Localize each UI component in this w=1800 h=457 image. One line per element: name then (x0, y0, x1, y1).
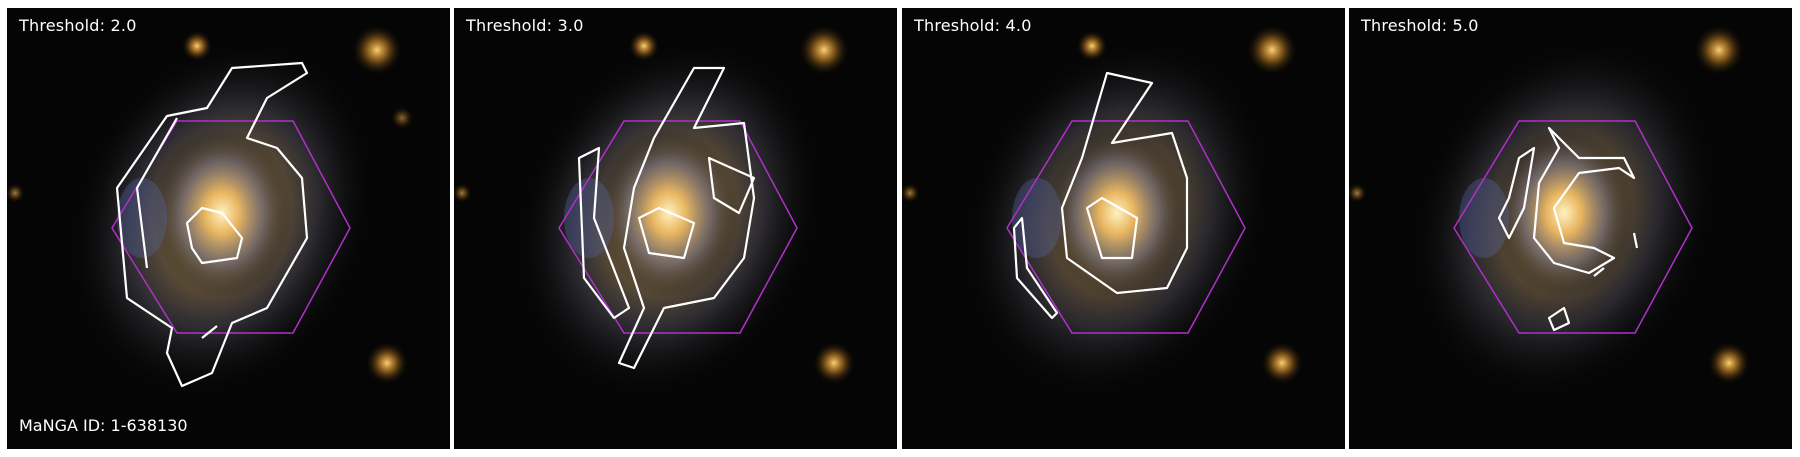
galaxy-panel-threshold-3: Threshold: 3.0 (454, 8, 897, 449)
contour-lines (115, 61, 309, 388)
galaxy-image (454, 8, 897, 449)
ifu-hexagon (558, 120, 798, 334)
contour-lines (1012, 71, 1189, 320)
ifu-hexagon (1006, 120, 1246, 334)
galaxy-image (7, 8, 450, 449)
threshold-label: Threshold: 5.0 (1361, 16, 1479, 35)
galaxy-image (902, 8, 1345, 449)
contour-lines (1497, 126, 1639, 332)
threshold-label: Threshold: 4.0 (914, 16, 1032, 35)
galaxy-panel-threshold-4: Threshold: 4.0 (902, 8, 1345, 449)
galaxy-image (1349, 8, 1792, 449)
ifu-hexagon (111, 120, 351, 334)
galaxy-panel-threshold-5: Threshold: 5.0 (1349, 8, 1792, 449)
galaxy-panel-threshold-2: Threshold: 2.0 MaNGA ID: 1-638130 (7, 8, 450, 449)
manga-id-label: MaNGA ID: 1-638130 (19, 416, 188, 435)
contour-lines (577, 66, 756, 370)
threshold-label: Threshold: 3.0 (466, 16, 584, 35)
threshold-label: Threshold: 2.0 (19, 16, 137, 35)
ifu-hexagon (1453, 120, 1693, 334)
